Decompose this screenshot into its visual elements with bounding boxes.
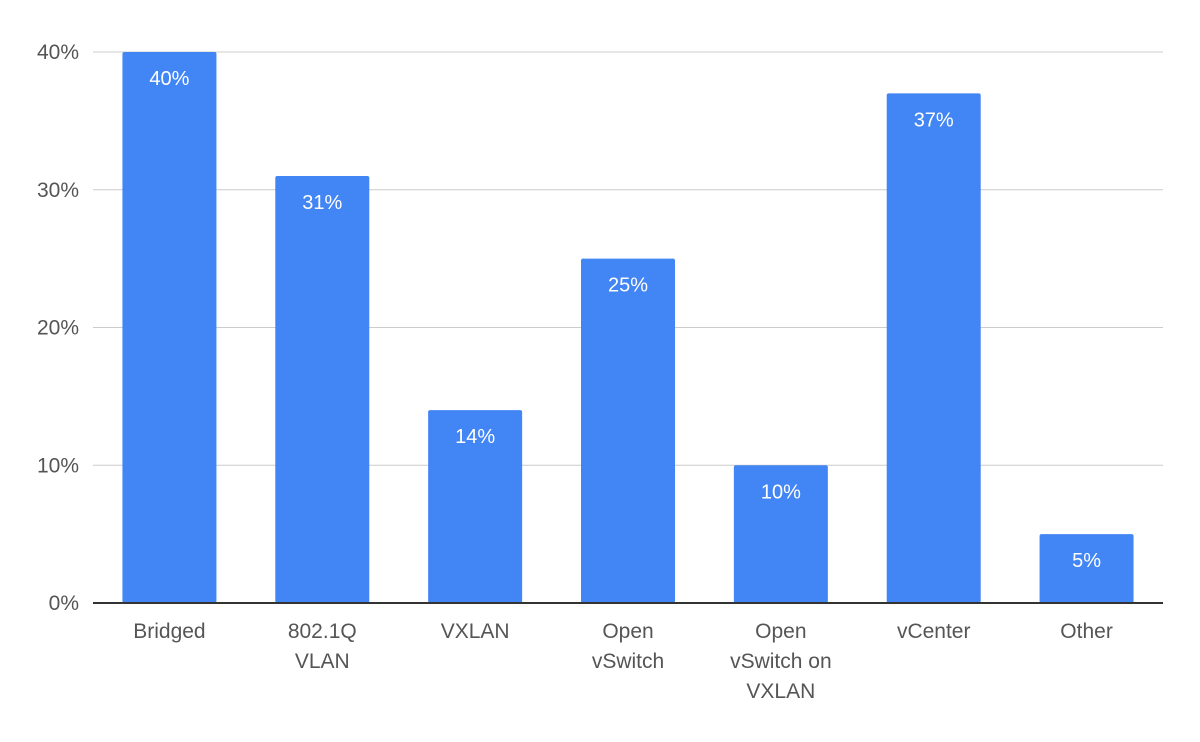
bar-value-label: 10% [761, 481, 801, 503]
bar [581, 258, 675, 603]
bar-value-label: 37% [914, 109, 954, 131]
x-tick-label: Open vSwitch on VXLAN [730, 620, 832, 703]
x-tick-label: 802.1Q VLAN [288, 620, 357, 673]
bar [1039, 534, 1134, 603]
bar-value-label: 5% [1072, 550, 1101, 572]
bar-value-label: 40% [149, 68, 189, 90]
y-tick-label: 20% [37, 317, 79, 340]
bars [122, 52, 1134, 603]
bar-value-label: 14% [455, 426, 495, 448]
bar [428, 410, 523, 603]
bar-value-label: 25% [608, 275, 648, 297]
x-tick-label: Other [1060, 620, 1113, 643]
y-tick-label: 0% [49, 592, 79, 615]
y-tick-label: 30% [37, 179, 79, 202]
bar-value-labels: 40% 31% 14% 25% 10% 37% 5% [149, 68, 1101, 572]
bar [122, 52, 217, 603]
y-tick-label: 40% [37, 41, 79, 64]
x-tick-label: Open vSwitch [592, 620, 664, 673]
x-axis-tick-labels: Bridged 802.1Q VLAN VXLAN Open vSwitch Open vSw… [133, 620, 1113, 703]
y-tick-label: 10% [37, 454, 79, 477]
bar-value-label: 31% [302, 192, 342, 214]
x-tick-label: Bridged [133, 620, 205, 643]
y-axis-tick-labels: 0% 10% 20% 30% 40% [37, 41, 79, 615]
bar [733, 465, 828, 603]
bar [275, 175, 370, 603]
x-tick-label: vCenter [897, 620, 971, 643]
bar [886, 93, 981, 603]
x-tick-label: VXLAN [441, 620, 510, 643]
